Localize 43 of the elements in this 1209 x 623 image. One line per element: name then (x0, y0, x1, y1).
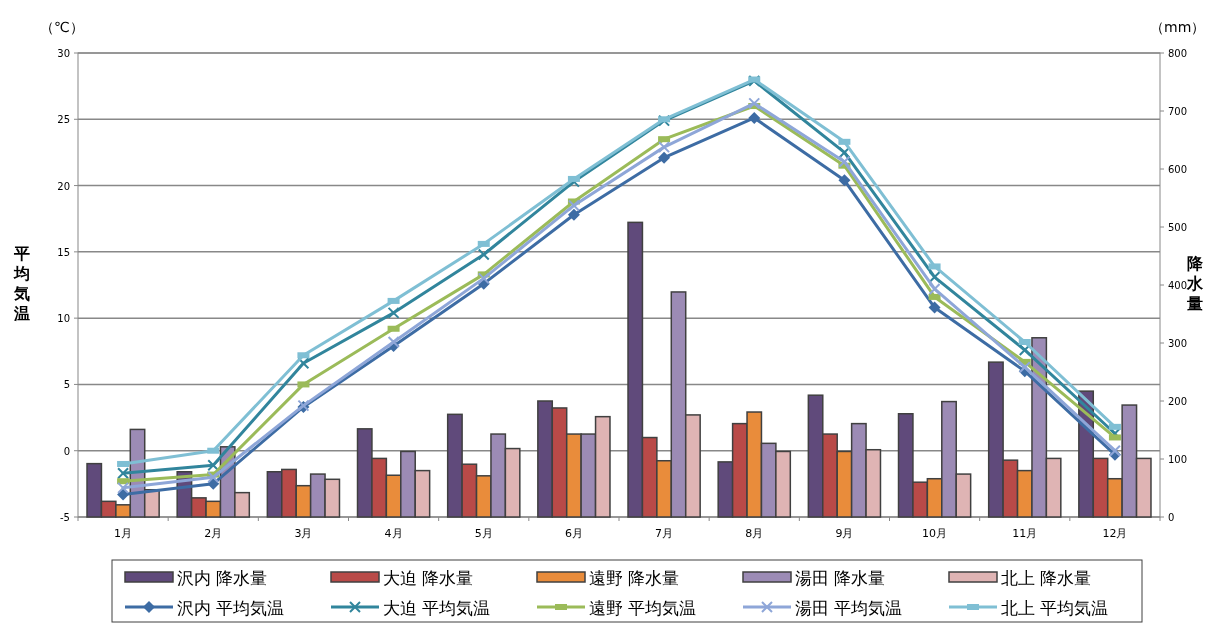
y-axis-title: 平均気温 (13, 244, 30, 323)
legend-label: 湯田 降水量 (795, 568, 886, 588)
x-tick-label: 1月 (114, 527, 133, 540)
x-tick-label: 5月 (474, 527, 493, 540)
y2-tick-label: 400 (1168, 280, 1188, 291)
text: （mm） (1150, 19, 1206, 35)
y2-tick-label: 300 (1168, 338, 1188, 349)
y-tick-label: 15 (57, 246, 70, 258)
legend-label: 湯田 平均気温 (795, 598, 903, 618)
legend-label: 遠野 平均気温 (589, 598, 697, 618)
y2-axis-title: 降水量 (1186, 254, 1204, 313)
text: （℃） (40, 19, 84, 35)
x-tick-label: 8月 (745, 527, 764, 540)
y-tick-label: 0 (63, 445, 70, 457)
legend-label: 沢内 降水量 (177, 568, 268, 588)
y2-tick-label: 500 (1168, 222, 1188, 233)
legend-label: 遠野 降水量 (589, 568, 680, 588)
y2-tick-label: 600 (1168, 164, 1188, 175)
x-tick-label: 12月 (1102, 527, 1128, 540)
y-tick-label: 10 (57, 313, 70, 325)
legend-label: 大迫 降水量 (383, 568, 474, 588)
y2-tick-label: 0 (1168, 512, 1175, 523)
y-tick-label: 30 (57, 48, 70, 59)
legend-label: 沢内 平均気温 (177, 598, 285, 618)
y-tick-label: 20 (57, 180, 70, 192)
y-tick-label: 25 (57, 114, 70, 126)
x-tick-label: 9月 (835, 527, 854, 540)
y2-tick-label: 200 (1168, 396, 1188, 407)
legend-label: 北上 平均気温 (1001, 598, 1109, 618)
x-tick-label: 11月 (1012, 527, 1038, 540)
x-tick-label: 7月 (655, 527, 674, 540)
x-tick-label: 4月 (384, 527, 403, 540)
y2-tick-label: 800 (1168, 48, 1188, 59)
y-tick-label: 5 (63, 379, 70, 391)
legend-label: 大迫 平均気温 (383, 598, 491, 618)
x-tick-label: 10月 (922, 527, 948, 540)
x-tick-label: 6月 (564, 527, 583, 540)
y-tick-label: -5 (60, 512, 70, 523)
y2-tick-label: 100 (1168, 454, 1188, 465)
x-tick-label: 3月 (294, 527, 313, 540)
y2-tick-label: 700 (1168, 106, 1188, 117)
x-tick-label: 2月 (204, 527, 223, 540)
legend-label: 北上 降水量 (1001, 568, 1092, 588)
